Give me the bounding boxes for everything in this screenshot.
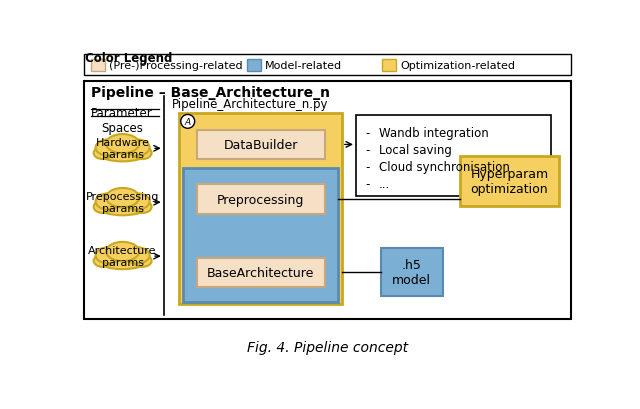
Text: Architecture
params: Architecture params	[88, 246, 157, 267]
Text: .h5
model: .h5 model	[392, 258, 431, 287]
Ellipse shape	[106, 242, 139, 261]
Ellipse shape	[133, 147, 152, 160]
Text: A: A	[185, 117, 191, 126]
Text: Pipeline – Base_Architecture_n: Pipeline – Base_Architecture_n	[91, 86, 330, 100]
FancyBboxPatch shape	[381, 249, 443, 297]
Text: Wandb integration: Wandb integration	[379, 127, 489, 139]
FancyBboxPatch shape	[196, 185, 324, 214]
FancyBboxPatch shape	[196, 258, 324, 287]
FancyBboxPatch shape	[356, 116, 551, 197]
Ellipse shape	[106, 135, 139, 154]
Ellipse shape	[100, 201, 146, 216]
FancyBboxPatch shape	[460, 157, 559, 207]
Ellipse shape	[95, 140, 121, 156]
Text: -: -	[365, 127, 369, 139]
Text: -: -	[365, 144, 369, 157]
Text: Pipeline_Architecture_n.py: Pipeline_Architecture_n.py	[172, 98, 328, 111]
FancyBboxPatch shape	[183, 168, 338, 303]
Ellipse shape	[125, 194, 150, 210]
Text: ...: ...	[379, 178, 390, 190]
Ellipse shape	[133, 255, 152, 267]
Ellipse shape	[93, 201, 112, 213]
Ellipse shape	[100, 255, 146, 270]
FancyBboxPatch shape	[196, 130, 324, 160]
Ellipse shape	[93, 255, 112, 267]
Ellipse shape	[106, 189, 139, 208]
FancyBboxPatch shape	[179, 114, 342, 304]
FancyBboxPatch shape	[91, 60, 105, 71]
Text: Fig. 4. Pipeline concept: Fig. 4. Pipeline concept	[248, 340, 408, 354]
Text: Optimization-related: Optimization-related	[400, 61, 515, 71]
FancyBboxPatch shape	[382, 60, 396, 71]
Text: Color Legend: Color Legend	[85, 52, 173, 65]
Ellipse shape	[125, 140, 150, 156]
Text: Local saving: Local saving	[379, 144, 452, 157]
Text: -: -	[365, 160, 369, 173]
Ellipse shape	[93, 147, 112, 160]
FancyBboxPatch shape	[246, 60, 260, 71]
Ellipse shape	[125, 247, 150, 264]
Text: Hardware
params: Hardware params	[95, 138, 150, 160]
FancyBboxPatch shape	[84, 81, 571, 319]
Ellipse shape	[100, 147, 146, 162]
Text: Prepocessing
params: Prepocessing params	[86, 192, 159, 213]
Ellipse shape	[133, 201, 152, 213]
Text: -: -	[365, 178, 369, 190]
Ellipse shape	[95, 194, 121, 210]
Text: Preprocessing: Preprocessing	[217, 193, 304, 206]
Text: Parameter
Spaces: Parameter Spaces	[91, 107, 152, 135]
Text: Cloud synchronisation: Cloud synchronisation	[379, 160, 510, 173]
Ellipse shape	[95, 247, 121, 264]
FancyBboxPatch shape	[84, 54, 571, 76]
Text: Hyperparam
optimization: Hyperparam optimization	[470, 168, 548, 196]
Text: DataBuilder: DataBuilder	[223, 139, 298, 152]
Text: BaseArchitecture: BaseArchitecture	[207, 266, 314, 279]
Text: (Pre-)Processing-related: (Pre-)Processing-related	[109, 61, 243, 71]
Text: Model-related: Model-related	[264, 61, 342, 71]
Circle shape	[180, 115, 195, 129]
